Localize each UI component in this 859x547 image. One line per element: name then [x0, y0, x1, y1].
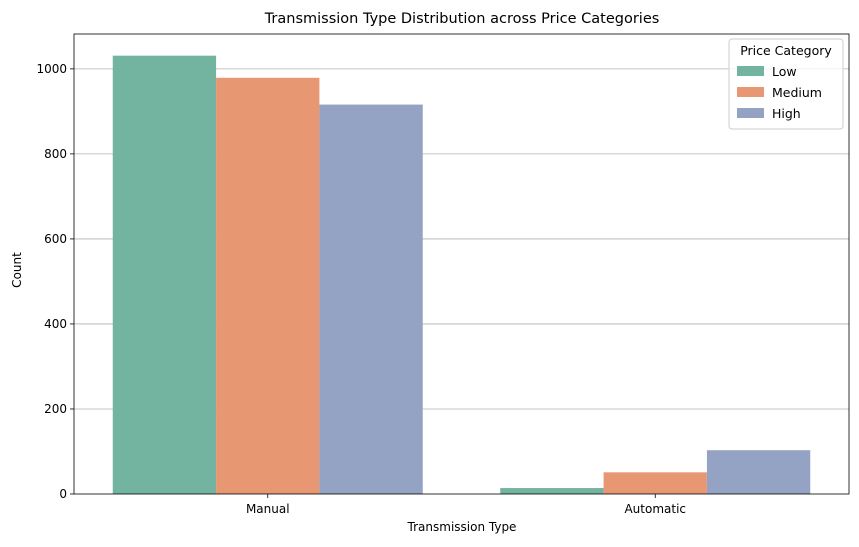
bar-manual-medium [216, 77, 320, 494]
bar-automatic-low [500, 488, 604, 494]
legend-label-low: Low [772, 64, 797, 79]
bar-manual-low [112, 55, 217, 495]
legend: Price Category Low Medium High [728, 38, 844, 130]
plot-frame [73, 33, 850, 495]
bar-automatic-high [706, 450, 811, 494]
x-tick-label: Automatic [624, 502, 686, 516]
y-axis-label: Count [10, 252, 24, 288]
y-tick-label: 0 [59, 487, 67, 501]
y-tick-label: 600 [44, 232, 67, 246]
legend-swatch-medium [737, 87, 764, 97]
y-tick-label: 400 [44, 317, 67, 331]
legend-label-medium: Medium [772, 85, 822, 100]
bar-automatic-medium [603, 472, 707, 494]
axes: 0 200 400 600 800 1000 Manual Automatic [36, 33, 850, 516]
bars [112, 55, 811, 495]
bar-manual-high [319, 104, 423, 495]
legend-box [728, 38, 844, 130]
chart-title: Transmission Type Distribution across Pr… [264, 11, 660, 27]
legend-title: Price Category [740, 43, 832, 58]
legend-label-high: High [772, 106, 801, 121]
y-tick-label: 1000 [36, 62, 67, 76]
x-tick-label: Manual [246, 502, 290, 516]
legend-swatch-high [737, 108, 764, 118]
y-tick-label: 200 [44, 402, 67, 416]
x-axis-label: Transmission Type [407, 520, 517, 534]
y-tick-label: 800 [44, 147, 67, 161]
legend-swatch-low [737, 66, 764, 76]
